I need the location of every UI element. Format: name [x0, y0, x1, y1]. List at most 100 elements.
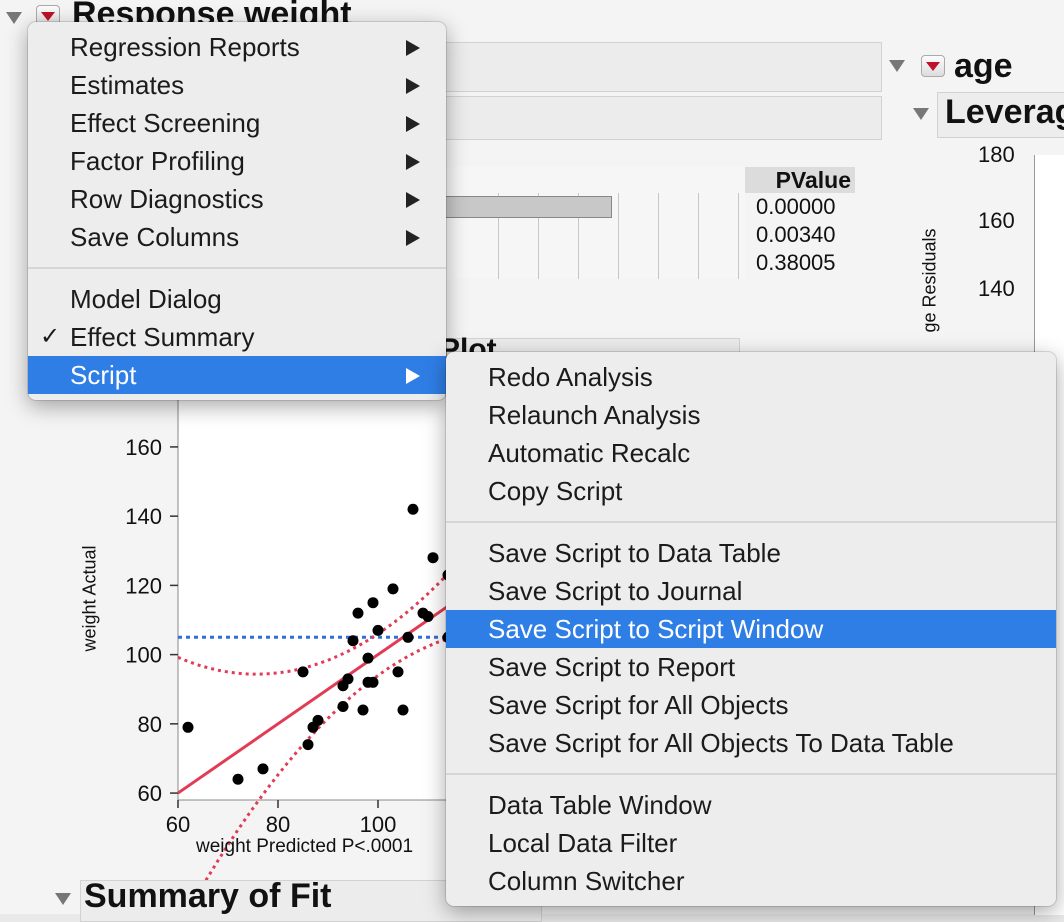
- disclosure-triangle-icon[interactable]: [913, 108, 929, 120]
- report-panel-top: [440, 42, 882, 92]
- menu-item-label: Save Script to Report: [488, 652, 736, 682]
- menu-item-save-script-to-report[interactable]: Save Script to Report: [446, 648, 1056, 686]
- menu-item-label: Save Columns: [70, 222, 240, 252]
- red-triangle-context-menu: Regression Reports Estimates Effect Screen…: [28, 22, 446, 400]
- data-point: [182, 721, 194, 733]
- data-point: [347, 635, 359, 647]
- red-triangle-menu-icon[interactable]: [921, 55, 945, 77]
- x-tick-label: 60: [166, 812, 190, 837]
- menu-item-label: Save Script to Journal: [488, 576, 743, 606]
- confidence-curve-lower: [184, 627, 489, 914]
- x-tick-label: 80: [266, 812, 290, 837]
- menu-item-regression-reports[interactable]: Regression Reports: [28, 28, 446, 66]
- menu-item-estimates[interactable]: Estimates: [28, 66, 446, 104]
- submenu-arrow-icon: [406, 368, 420, 384]
- y-tick-label: 120: [125, 573, 162, 598]
- submenu-arrow-icon: [406, 154, 420, 170]
- data-point: [352, 607, 364, 619]
- data-point: [427, 552, 439, 564]
- menu-item-row-diagnostics[interactable]: Row Diagnostics: [28, 180, 446, 218]
- menu-item-label: Column Switcher: [488, 866, 685, 896]
- age-title: age: [954, 47, 1013, 85]
- menu-separator: [446, 521, 1056, 523]
- x-tick-label: 100: [360, 812, 397, 837]
- disclosure-triangle-icon[interactable]: [889, 60, 905, 72]
- menu-item-save-script-to-journal[interactable]: Save Script to Journal: [446, 572, 1056, 610]
- submenu-arrow-icon: [406, 40, 420, 56]
- submenu-arrow-icon: [406, 116, 420, 132]
- y-tick-label: 140: [125, 504, 162, 529]
- leverage-ytick-label: 160: [978, 208, 1015, 233]
- menu-item-automatic-recalc[interactable]: Automatic Recalc: [446, 434, 1056, 472]
- data-point: [402, 631, 414, 643]
- menu-item-label: Estimates: [70, 70, 185, 100]
- pvalue-cell: 0.38005: [756, 250, 836, 275]
- menu-item-label: Save Script for All Objects: [488, 690, 789, 720]
- menu-item-label: Model Dialog: [70, 284, 222, 314]
- data-point: [422, 611, 434, 623]
- leverage-ytick-label: 180: [978, 142, 1015, 167]
- menu-item-local-data-filter[interactable]: Local Data Filter: [446, 824, 1056, 862]
- menu-separator: [28, 267, 446, 269]
- menu-item-label: Factor Profiling: [70, 146, 245, 176]
- menu-item-label: Save Script to Script Window: [488, 614, 824, 644]
- y-axis-label: weight Actual: [79, 545, 100, 652]
- data-point: [367, 676, 379, 688]
- menu-item-column-switcher[interactable]: Column Switcher: [446, 862, 1056, 900]
- menu-item-data-table-window[interactable]: Data Table Window: [446, 786, 1056, 824]
- data-point: [297, 666, 309, 678]
- y-tick-label: 160: [125, 435, 162, 460]
- data-point: [302, 739, 314, 751]
- menu-item-effect-screening[interactable]: Effect Screening: [28, 104, 446, 142]
- menu-item-save-script-for-all-objects[interactable]: Save Script for All Objects: [446, 686, 1056, 724]
- menu-item-model-dialog[interactable]: Model Dialog: [28, 280, 446, 318]
- menu-item-label: Local Data Filter: [488, 828, 678, 858]
- menu-item-label: Data Table Window: [488, 790, 712, 820]
- leverage-header-panel: [937, 92, 1064, 138]
- data-point: [407, 503, 419, 515]
- menu-item-label: Copy Script: [488, 476, 623, 506]
- data-point: [362, 652, 374, 664]
- data-point: [232, 773, 244, 785]
- menu-item-label: Relaunch Analysis: [488, 400, 701, 430]
- script-submenu: Redo Analysis Relaunch Analysis Automatic …: [446, 352, 1056, 906]
- checkmark-icon: ✓: [40, 323, 61, 350]
- menu-item-save-script-to-script-window[interactable]: Save Script to Script Window: [446, 610, 1056, 648]
- menu-item-label: Save Script for All Objects To Data Tabl…: [488, 728, 954, 758]
- summary-of-fit-title: Summary of Fit: [84, 877, 332, 915]
- y-tick-label: 60: [138, 781, 162, 806]
- disclosure-triangle-icon[interactable]: [6, 12, 22, 24]
- menu-item-effect-summary[interactable]: ✓ Effect Summary: [28, 318, 446, 356]
- menu-item-relaunch-analysis[interactable]: Relaunch Analysis: [446, 396, 1056, 434]
- menu-item-factor-profiling[interactable]: Factor Profiling: [28, 142, 446, 180]
- plot-area: [177, 394, 479, 801]
- x-axis-label: weight Predicted P<.0001: [196, 836, 414, 857]
- leverage-ytick-label: 140: [978, 276, 1015, 301]
- disclosure-triangle-icon[interactable]: [55, 893, 71, 905]
- menu-item-label: Regression Reports: [70, 32, 300, 62]
- menu-item-label: Redo Analysis: [488, 362, 653, 392]
- menu-item-label: Save Script to Data Table: [488, 538, 781, 568]
- report-panel-second: [440, 96, 882, 140]
- leverage-title: Leverag: [945, 93, 1064, 131]
- menu-item-save-columns[interactable]: Save Columns: [28, 218, 446, 256]
- data-point: [397, 704, 409, 716]
- menu-item-copy-script[interactable]: Copy Script: [446, 472, 1056, 510]
- fit-line: [177, 591, 469, 795]
- data-point: [392, 666, 404, 678]
- data-point: [257, 763, 269, 775]
- menu-item-script[interactable]: Script: [28, 356, 446, 394]
- menu-item-label: Row Diagnostics: [70, 184, 264, 214]
- menu-separator: [446, 773, 1056, 775]
- menu-item-redo-analysis[interactable]: Redo Analysis: [446, 358, 1056, 396]
- data-point: [312, 714, 324, 726]
- menu-item-label: Effect Summary: [70, 322, 255, 352]
- data-point: [337, 701, 349, 713]
- y-tick-label: 100: [125, 643, 162, 668]
- menu-item-label: Script: [70, 360, 137, 390]
- pvalue-cell: 0.00000: [756, 194, 836, 219]
- menu-item-save-script-to-data-table[interactable]: Save Script to Data Table: [446, 534, 1056, 572]
- pvalue-cell: 0.00340: [756, 222, 836, 247]
- submenu-arrow-icon: [406, 192, 420, 208]
- menu-item-save-script-for-all-objects-to-data-table[interactable]: Save Script for All Objects To Data Tabl…: [446, 724, 1056, 762]
